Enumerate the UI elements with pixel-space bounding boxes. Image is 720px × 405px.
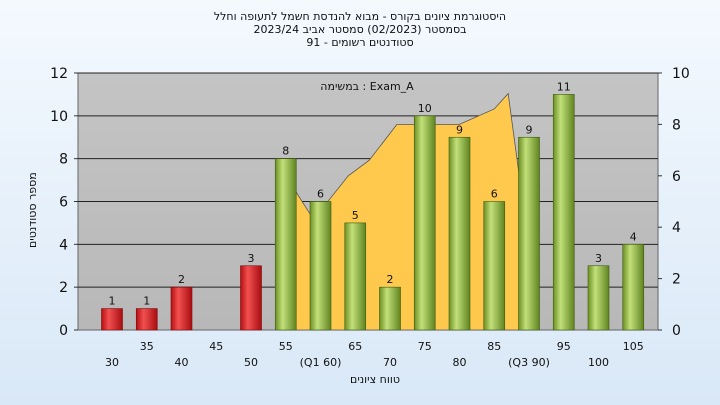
bar-value-label: 1 <box>109 295 116 308</box>
y2-axis-ticks: 0 2 4 6 8 10 <box>658 66 690 339</box>
bar-value-label: 5 <box>352 209 359 222</box>
x-tick-label: 105 <box>623 340 644 353</box>
bar <box>622 244 645 331</box>
x-tick-label: 30 <box>105 356 119 369</box>
bar-value-label: 8 <box>282 145 289 158</box>
bar-value-label: 4 <box>630 230 637 243</box>
y-tick-label: 12 <box>50 66 68 82</box>
bar <box>274 158 297 331</box>
x-tick-label: 65 <box>348 340 362 353</box>
bar <box>135 308 158 331</box>
bar <box>448 136 471 331</box>
x-tick-label: (Q3 90) <box>508 356 550 369</box>
y-tick-label: 4 <box>59 237 68 253</box>
y-tick-label: 8 <box>59 152 68 168</box>
x-tick-label: 95 <box>557 340 571 353</box>
chart-subtitle-students: סטודנטים רשומים - 91 <box>306 36 414 49</box>
bar <box>552 94 575 331</box>
bar-value-label: 9 <box>456 123 463 136</box>
bar-value-label: 6 <box>317 188 324 201</box>
y2-tick-label: 8 <box>672 117 681 133</box>
x-tick-label: 55 <box>279 340 293 353</box>
task-annotation: במשימה : Exam_A <box>320 80 414 93</box>
y2-tick-label: 10 <box>672 66 690 82</box>
x-tick-label: 45 <box>209 340 223 353</box>
x-tick-label: 80 <box>453 356 467 369</box>
bar-value-label: 3 <box>595 252 602 265</box>
y-tick-label: 0 <box>59 323 68 339</box>
y2-tick-label: 4 <box>672 220 681 236</box>
bar <box>101 308 123 331</box>
chart-titles: היסטוגרמת ציונים בקורס - מבוא להנדסת חשמ… <box>0 10 720 49</box>
y-tick-label: 2 <box>59 280 68 296</box>
x-tick-label: 35 <box>140 340 154 353</box>
x-tick-label: 85 <box>487 340 501 353</box>
x-tick-label: (Q1 60) <box>300 356 342 369</box>
chart-title: היסטוגרמת ציונים בקורס - מבוא להנדסת חשמ… <box>213 10 507 23</box>
y-tick-label: 6 <box>59 195 68 211</box>
x-tick-label: 40 <box>175 356 189 369</box>
y2-tick-label: 2 <box>672 272 681 288</box>
y-tick-label: 10 <box>50 109 68 125</box>
bar-value-label: 1 <box>143 295 150 308</box>
bar <box>483 201 506 331</box>
bar-value-label: 9 <box>526 123 533 136</box>
bar-value-label: 2 <box>387 273 394 286</box>
x-axis-ticks: 30 35 40 45 50 55 (Q1 60) 65 70 75 80 85 (Q3 90) 95 10… <box>105 340 644 369</box>
y-axis-label: מספר סטודנטים <box>26 172 39 248</box>
bar-value-label: 10 <box>418 102 432 115</box>
x-tick-label: 100 <box>588 356 609 369</box>
bar <box>413 115 436 331</box>
bar-value-label: 2 <box>178 273 185 286</box>
bar <box>518 136 540 331</box>
x-axis-label: טווח ציונים <box>350 373 400 386</box>
y2-tick-label: 6 <box>672 169 681 185</box>
chart-subtitle-semester: בסמסטר (02/2023) סמסטר אביב 2023/24 <box>253 23 467 36</box>
bar <box>587 265 610 331</box>
x-tick-label: 50 <box>244 356 258 369</box>
bar-value-label: 3 <box>248 252 255 265</box>
bar <box>379 286 401 331</box>
bar <box>240 265 262 331</box>
bar <box>344 222 367 331</box>
bar-series <box>101 94 645 331</box>
x-tick-label: 70 <box>383 356 397 369</box>
bar-value-label: 6 <box>491 188 498 201</box>
x-tick-label: 75 <box>418 340 432 353</box>
bar <box>170 286 193 331</box>
bar-value-label: 11 <box>557 80 571 93</box>
bar <box>309 201 332 331</box>
y-axis-ticks: 0 2 4 6 8 10 12 <box>50 66 78 339</box>
y2-tick-label: 0 <box>672 323 681 339</box>
